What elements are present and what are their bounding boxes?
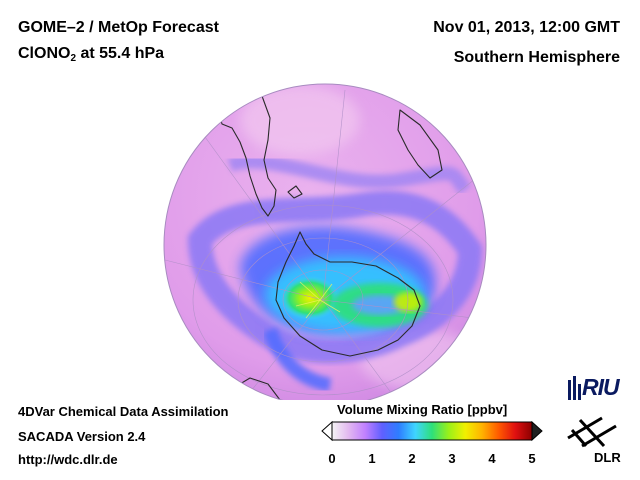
footer-version: SACADA Version 2.4 (18, 429, 146, 444)
map-title: GOME–2 / MetOp Forecast (18, 19, 219, 36)
graticule (164, 89, 486, 400)
colorbar-under-arrow (321, 420, 333, 442)
dlr-logo: DLR (562, 412, 622, 472)
colorbar-bar (331, 421, 533, 441)
colorbar-tick-label: 3 (448, 451, 456, 466)
riu-logo: RIU (565, 374, 627, 402)
light-patch (240, 85, 360, 155)
dlr-emblem-icon (567, 416, 617, 448)
coastline-islands (287, 185, 303, 199)
species-suffix: at 55.4 hPa (76, 45, 165, 62)
species-prefix: ClONO (18, 45, 71, 62)
coastline-antarctica (275, 231, 421, 357)
colorbar-over-arrow (531, 420, 543, 442)
dlr-wordmark: DLR (594, 450, 621, 465)
colorbar-tick-label: 5 (528, 451, 536, 466)
colorbar-tick-label: 1 (368, 451, 376, 466)
violet-filament (227, 154, 471, 195)
region-label: Southern Hemisphere (453, 49, 620, 66)
coastline-africa (397, 109, 443, 179)
forecast-date: Nov 01, 2013, 12:00 GMT (433, 19, 620, 36)
species-label: ClONO2 at 55.4 hPa (18, 46, 164, 64)
colorbar-tick-label: 2 (408, 451, 416, 466)
colorbar-title: Volume Mixing Ratio [ppbv] (337, 402, 508, 417)
violet-band (187, 190, 483, 364)
globe-outline (163, 83, 487, 400)
colorbar-tick-label: 4 (488, 451, 496, 466)
colorbar (321, 420, 543, 442)
field-layer (164, 84, 486, 400)
footer-url[interactable]: http://wdc.dlr.de (18, 452, 118, 467)
footer-assimilation: 4DVar Chemical Data Assimilation (18, 404, 229, 419)
ring-center (352, 295, 408, 315)
blue-tongue (263, 327, 332, 392)
hot-spot-west (280, 276, 340, 320)
pole-star (295, 281, 341, 319)
riu-emblem-icon (568, 376, 581, 400)
globe-map (163, 83, 487, 400)
riu-wordmark: RIU (582, 374, 620, 400)
colorbar-tick-label: 0 (328, 451, 336, 466)
species-subscript: 2 (70, 53, 77, 64)
